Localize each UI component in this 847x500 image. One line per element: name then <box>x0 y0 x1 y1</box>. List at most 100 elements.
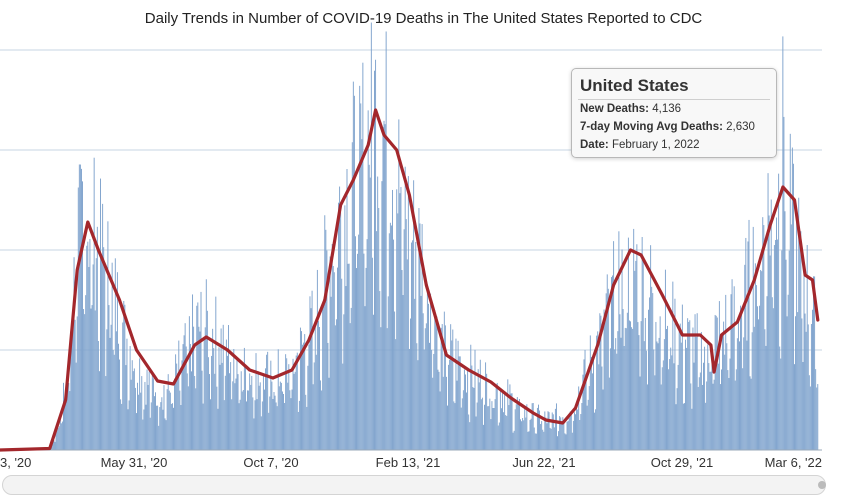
daily-deaths-bar <box>324 215 326 450</box>
daily-deaths-bar <box>77 187 79 450</box>
daily-deaths-bar <box>573 412 575 450</box>
daily-deaths-bar <box>320 380 322 450</box>
daily-deaths-bar <box>352 81 354 450</box>
daily-deaths-bar <box>208 374 210 450</box>
daily-deaths-bar <box>385 31 387 450</box>
daily-deaths-bar <box>414 298 416 450</box>
daily-deaths-bar <box>695 336 697 450</box>
daily-deaths-bar <box>184 323 186 450</box>
daily-deaths-bar <box>456 380 458 450</box>
daily-deaths-bar <box>151 374 153 450</box>
daily-deaths-bar <box>445 376 447 450</box>
daily-deaths-bar <box>82 181 83 450</box>
daily-deaths-bar <box>599 313 601 450</box>
daily-deaths-bar <box>400 187 402 450</box>
daily-deaths-bar <box>312 384 314 450</box>
daily-deaths-bar <box>253 418 255 450</box>
daily-deaths-bar <box>252 397 254 450</box>
daily-deaths-bar <box>174 378 176 450</box>
daily-deaths-bar <box>140 392 142 450</box>
tooltip-label: New Deaths: <box>580 103 650 115</box>
daily-deaths-bar <box>500 408 502 450</box>
daily-deaths-bar <box>347 263 349 450</box>
daily-deaths-bar <box>230 362 232 450</box>
daily-deaths-bar <box>716 317 718 450</box>
daily-deaths-bar <box>313 362 315 450</box>
daily-deaths-bar <box>344 205 346 450</box>
daily-deaths-bar <box>458 356 460 450</box>
daily-deaths-bar <box>528 431 530 450</box>
daily-deaths-bar <box>153 396 155 450</box>
daily-deaths-bar <box>306 406 308 450</box>
daily-deaths-bar <box>112 350 114 450</box>
daily-deaths-bar <box>479 359 481 450</box>
daily-deaths-bar <box>472 387 474 450</box>
daily-deaths-bar <box>548 412 550 450</box>
daily-deaths-bar <box>415 241 417 450</box>
timeline-scrollbar[interactable] <box>2 475 826 495</box>
daily-deaths-bar <box>239 399 241 450</box>
daily-deaths-bar <box>780 358 782 450</box>
tooltip-row-new-deaths: New Deaths: 4,136 <box>580 103 681 115</box>
daily-deaths-bar <box>663 339 665 450</box>
daily-deaths-bar <box>485 362 487 450</box>
daily-deaths-bar <box>95 258 97 450</box>
daily-deaths-bar <box>736 338 738 450</box>
daily-deaths-bar <box>243 347 245 450</box>
daily-deaths-bar <box>570 413 572 450</box>
daily-deaths-bar <box>753 326 755 450</box>
daily-deaths-bar <box>316 269 318 450</box>
daily-deaths-bar <box>325 229 327 450</box>
daily-deaths-bar <box>381 181 383 450</box>
daily-deaths-bar <box>338 202 340 450</box>
daily-deaths-bar <box>467 368 469 450</box>
daily-deaths-bar <box>413 180 415 450</box>
daily-deaths-bar <box>525 417 527 450</box>
daily-deaths-bar <box>636 244 638 450</box>
daily-deaths-bar <box>468 414 470 450</box>
daily-deaths-bar <box>177 373 179 450</box>
daily-deaths-bar <box>545 417 547 450</box>
daily-deaths-bar <box>403 229 405 450</box>
daily-deaths-bar <box>683 403 685 450</box>
daily-deaths-bar <box>129 346 131 450</box>
daily-deaths-bar <box>558 431 560 450</box>
daily-deaths-bar <box>601 366 603 450</box>
daily-deaths-bar <box>506 415 508 450</box>
daily-deaths-bar <box>92 264 94 450</box>
daily-deaths-bar <box>536 407 538 450</box>
daily-deaths-bar <box>494 399 496 450</box>
daily-deaths-bar <box>106 329 108 450</box>
daily-deaths-bar <box>73 257 75 450</box>
daily-deaths-bar <box>584 349 586 450</box>
daily-deaths-bar <box>294 371 296 450</box>
daily-deaths-bar <box>638 335 640 450</box>
daily-deaths-bar <box>275 402 277 450</box>
daily-deaths-bar <box>102 203 104 450</box>
daily-deaths-bar <box>566 421 568 450</box>
daily-deaths-bar <box>423 349 425 450</box>
daily-deaths-bar <box>630 321 631 450</box>
daily-deaths-bar <box>807 324 809 450</box>
daily-deaths-bar <box>58 426 60 450</box>
scrollbar-handle[interactable] <box>818 481 826 489</box>
daily-deaths-bar <box>484 404 486 450</box>
daily-deaths-bar <box>356 268 357 450</box>
daily-deaths-bar <box>594 412 596 450</box>
daily-deaths-bar <box>416 343 418 450</box>
daily-deaths-bar <box>550 428 552 450</box>
daily-deaths-bar <box>681 304 683 450</box>
daily-deaths-bar <box>583 359 585 450</box>
daily-deaths-bar <box>341 278 343 450</box>
daily-deaths-bar <box>763 225 765 450</box>
daily-deaths-bar <box>806 245 808 450</box>
daily-deaths-bar <box>418 208 420 450</box>
daily-deaths-bar <box>257 371 259 450</box>
daily-deaths-bar <box>666 329 667 450</box>
deaths-chart[interactable]: 3, '20 May 31, '20 Oct 7, '20 Feb 13, '21 Ju… <box>0 0 847 470</box>
daily-deaths-bar <box>512 432 514 450</box>
daily-deaths-bar <box>335 319 337 450</box>
tooltip-label: Date: <box>580 139 609 151</box>
daily-deaths-bar <box>660 384 662 450</box>
daily-deaths-bar <box>234 383 236 450</box>
